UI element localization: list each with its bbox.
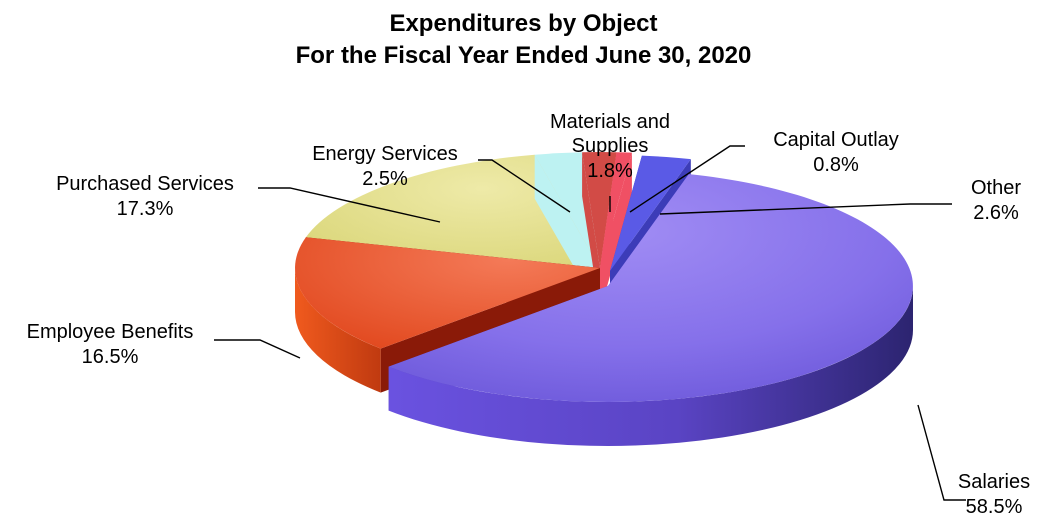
slice-label-line: Purchased Services xyxy=(56,173,234,195)
slice-label-line: Employee Benefits xyxy=(27,321,194,343)
slice-label-purchased-services: Purchased Services 17.3% xyxy=(56,173,234,220)
slice-label-line: Supplies xyxy=(572,135,649,157)
pie-slice-side xyxy=(295,268,381,393)
slice-value-label: 17.3% xyxy=(117,198,174,220)
slice-label-other: Other 2.6% xyxy=(971,177,1021,224)
label-layer: Salaries 58.5% Employee Benefits 16.5% Purch… xyxy=(27,111,1031,518)
slice-value-label: 16.5% xyxy=(82,346,139,368)
chart-title-block: Expenditures by Object For the Fiscal Ye… xyxy=(0,8,1047,72)
slice-value-label: 2.5% xyxy=(362,168,408,190)
pie-slice-top xyxy=(295,237,600,349)
slice-label-employee-benefits: Employee Benefits 16.5% xyxy=(27,321,194,368)
slice-value-label: 2.6% xyxy=(973,202,1019,224)
slice-label-line: Capital Outlay xyxy=(773,129,899,151)
pie-slice-top xyxy=(388,174,913,402)
pie-slice-top xyxy=(582,152,617,268)
slice-label-materials-and-supplies: Materials and Supplies 1.8% xyxy=(550,111,670,182)
slice-value-label: 0.8% xyxy=(813,154,859,176)
slice-value-label: 1.8% xyxy=(587,160,633,182)
pie-layer xyxy=(295,152,913,446)
chart-title: Expenditures by Object xyxy=(389,10,658,37)
leader-line-salaries xyxy=(917,404,966,501)
pie-slice-edge xyxy=(600,152,632,312)
leader-line-employee-benefits xyxy=(214,339,301,359)
pie-slice-capital-outlay xyxy=(600,152,632,312)
slice-label-capital-outlay: Capital Outlay 0.8% xyxy=(773,129,899,176)
leader-line-capital-outlay xyxy=(629,145,745,213)
slice-label-salaries: Salaries 58.5% xyxy=(958,471,1030,518)
slice-label-line: Materials and xyxy=(550,111,670,133)
leader-line-other xyxy=(659,203,952,215)
chart-subtitle: For the Fiscal Year Ended June 30, 2020 xyxy=(295,42,752,69)
leader-line-purchased-services xyxy=(258,187,441,223)
slice-label-line: Other xyxy=(971,177,1021,199)
slice-label-line: Energy Services xyxy=(312,143,458,165)
slice-label-energy-services: Energy Services 2.5% xyxy=(312,143,458,190)
leader-line-energy-services xyxy=(478,159,571,213)
pie-slice-top xyxy=(600,152,632,268)
leader-layer xyxy=(214,145,966,501)
slice-value-label: 58.5% xyxy=(966,496,1023,518)
pie-slice-side xyxy=(388,286,913,446)
slice-label-line: Salaries xyxy=(958,471,1030,493)
